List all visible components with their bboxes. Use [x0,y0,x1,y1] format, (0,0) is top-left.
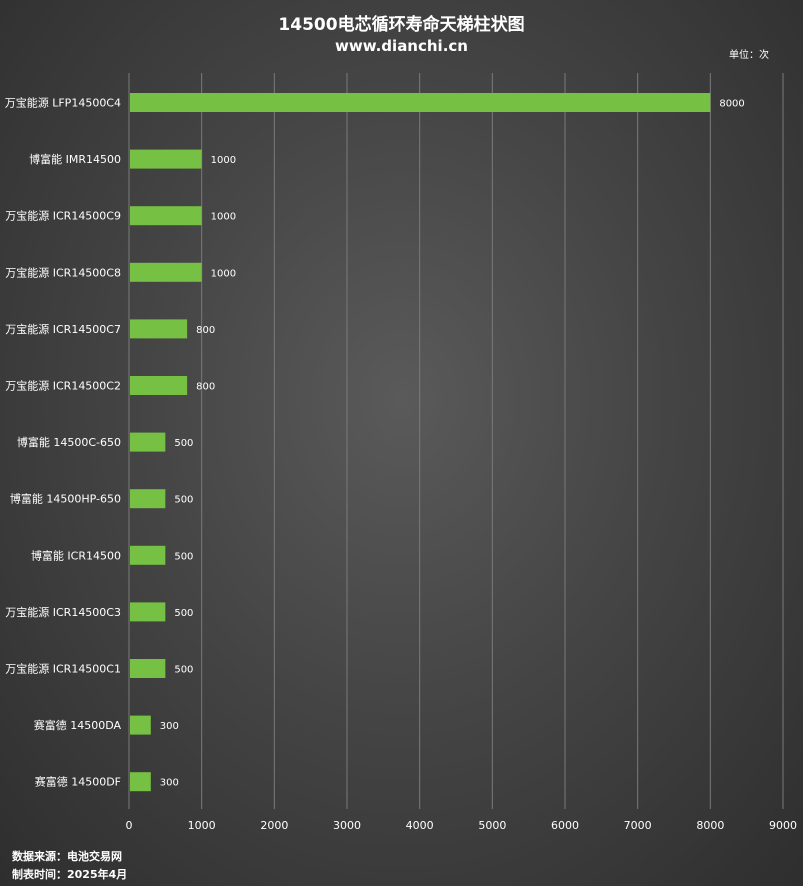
data-label: 500 [174,495,193,506]
data-label: 800 [196,382,215,393]
chart-subtitle: www.dianchi.cn [335,37,468,55]
category-label: 赛富德 14500DA [34,718,122,732]
data-label: 500 [174,438,193,449]
data-label: 8000 [719,99,744,110]
category-label: 万宝能源 LFP14500C4 [5,96,121,110]
x-tick-label: 0 [126,819,133,832]
bar [130,545,166,565]
unit-label: 单位：次 [729,50,769,61]
category-label: 万宝能源 ICR14500C2 [5,379,121,393]
data-label: 800 [196,325,215,336]
data-label: 500 [174,608,193,619]
x-tick-label: 9000 [769,819,797,832]
chart-title: 14500电芯循环寿命天梯柱状图 [278,15,525,35]
category-label: 万宝能源 ICR14500C7 [5,322,121,336]
x-tick-label: 5000 [478,819,506,832]
category-label: 赛富德 14500DF [35,775,121,789]
data-label: 1000 [211,212,236,223]
category-label: 万宝能源 ICR14500C1 [5,662,121,676]
bar [130,319,188,339]
data-label: 300 [160,778,179,789]
bar [130,149,202,169]
bar [130,206,202,226]
category-label: 万宝能源 ICR14500C9 [5,209,121,223]
x-tick-label: 6000 [551,819,579,832]
footer-source: 数据来源：电池交易网 [12,850,122,863]
bar [130,715,151,735]
bar [130,93,711,112]
bar [130,376,188,395]
bar [130,432,166,452]
data-label: 500 [174,551,193,562]
bar [130,489,166,509]
data-label: 500 [174,665,193,676]
category-label: 博富能 ICR14500 [31,548,121,562]
bar [130,602,166,622]
category-label: 万宝能源 ICR14500C3 [5,605,121,619]
data-label: 1000 [211,268,236,279]
bar [130,659,166,678]
data-label: 300 [160,721,179,732]
footer-date: 制表时间：2025年4月 [12,868,128,881]
x-tick-label: 4000 [406,819,434,832]
data-label: 1000 [211,155,236,166]
x-tick-label: 1000 [188,819,216,832]
x-tick-label: 7000 [624,819,652,832]
category-label: 博富能 14500C-650 [17,435,121,449]
bar [130,262,202,282]
x-tick-label: 2000 [260,819,288,832]
category-label: 万宝能源 ICR14500C8 [5,265,121,279]
category-label: 博富能 IMR14500 [29,152,121,166]
bar [130,772,151,792]
x-tick-label: 3000 [333,819,361,832]
x-tick-label: 8000 [696,819,724,832]
category-label: 博富能 14500HP-650 [10,492,121,506]
